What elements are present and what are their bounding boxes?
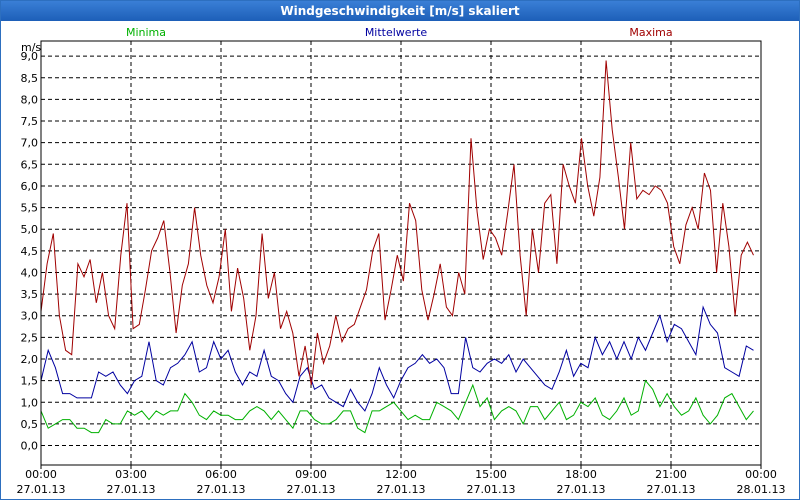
y-tick-label: 4,5 bbox=[21, 245, 39, 258]
x-tick-time: 00:00 bbox=[25, 468, 57, 481]
series-mittelwerte-line bbox=[40, 305, 754, 412]
x-tick-time: 18:00 bbox=[565, 468, 597, 481]
y-tick-label: 2,5 bbox=[21, 331, 39, 344]
y-tick-label: 1,0 bbox=[21, 396, 39, 409]
x-tick-date: 27.01.13 bbox=[287, 483, 336, 496]
y-tick-label: 9,0 bbox=[21, 50, 39, 63]
legend-maxima: Maxima bbox=[629, 26, 672, 39]
x-axis-ticks: 00:00 27.01.13 03:00 27.01.13 06:00 27.01.13 0… bbox=[17, 465, 786, 496]
x-tick-date: 27.01.13 bbox=[107, 483, 156, 496]
y-tick-label: 2,0 bbox=[21, 353, 39, 366]
x-tick-date: 27.01.13 bbox=[557, 483, 606, 496]
x-tick-time: 06:00 bbox=[205, 468, 237, 481]
legend-mittelwerte: Mittelwerte bbox=[365, 26, 428, 39]
series-minima-line bbox=[40, 379, 754, 434]
y-tick-label: 5,5 bbox=[21, 202, 39, 215]
wind-speed-chart: Minima Mittelwerte Maxima m/s 9,0 8,5 8,0 7… bbox=[17, 26, 786, 496]
x-tick-time: 00:00 bbox=[745, 468, 777, 481]
y-tick-label: 6,0 bbox=[21, 180, 39, 193]
legend-minima: Minima bbox=[126, 26, 166, 39]
y-tick-label: 5,0 bbox=[21, 223, 39, 236]
y-tick-label: 3,5 bbox=[21, 288, 39, 301]
legend: Minima Mittelwerte Maxima bbox=[126, 26, 673, 39]
series-maxima-line bbox=[40, 60, 754, 386]
y-tick-label: 8,5 bbox=[21, 72, 39, 85]
series-lines bbox=[40, 60, 754, 434]
y-tick-label: 0,5 bbox=[21, 418, 39, 431]
y-axis-ticks: 9,0 8,5 8,0 7,5 7,0 6,5 6,0 5,5 5,0 4,5 4,0 3,5 3,0 2… bbox=[21, 50, 39, 452]
x-tick-time: 12:00 bbox=[385, 468, 417, 481]
x-tick-date: 27.01.13 bbox=[197, 483, 246, 496]
y-tick-label: 7,0 bbox=[21, 137, 39, 150]
x-tick-date: 27.01.13 bbox=[17, 483, 66, 496]
x-tick-date: 28.01.13 bbox=[737, 483, 786, 496]
y-tick-label: 4,0 bbox=[21, 266, 39, 279]
x-tick-time: 15:00 bbox=[475, 468, 507, 481]
y-tick-label: 0,0 bbox=[21, 440, 39, 453]
y-tick-label: 6,5 bbox=[21, 158, 39, 171]
y-axis-unit-label: m/s bbox=[21, 41, 41, 54]
y-tick-label: 7,5 bbox=[21, 115, 39, 128]
x-tick-time: 21:00 bbox=[655, 468, 687, 481]
x-tick-time: 03:00 bbox=[115, 468, 147, 481]
y-tick-label: 1,5 bbox=[21, 375, 39, 388]
y-tick-label: 8,0 bbox=[21, 93, 39, 106]
y-tick-label: 3,0 bbox=[21, 310, 39, 323]
plot-frame bbox=[40, 40, 762, 466]
x-tick-date: 27.01.13 bbox=[467, 483, 516, 496]
x-tick-time: 09:00 bbox=[295, 468, 327, 481]
x-tick-date: 27.01.13 bbox=[377, 483, 426, 496]
grid bbox=[41, 41, 761, 465]
x-tick-date: 27.01.13 bbox=[647, 483, 696, 496]
window-title: Windgeschwindigkeit [m/s] skaliert bbox=[1, 1, 799, 21]
